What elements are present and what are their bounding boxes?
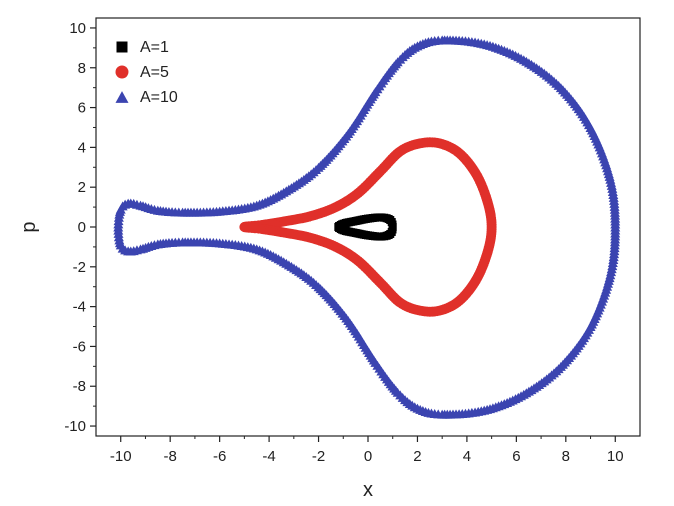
series-a-1	[334, 213, 397, 241]
legend-marker	[115, 91, 129, 103]
x-tick-label: 10	[607, 448, 624, 465]
legend-item: A=10	[115, 89, 178, 106]
data-point	[486, 224, 497, 235]
y-tick-label: 2	[78, 179, 86, 196]
x-tick-label: -6	[213, 448, 226, 465]
y-tick-label: -6	[73, 338, 86, 355]
y-tick-label: -8	[73, 378, 86, 395]
x-tick-label: 6	[512, 448, 520, 465]
y-axis-label: p	[18, 221, 40, 232]
y-tick-label: 0	[78, 219, 86, 236]
y-tick-label: -2	[73, 259, 86, 276]
x-tick-label: 4	[463, 448, 471, 465]
x-tick-label: 2	[413, 448, 421, 465]
legend-label: A=1	[140, 39, 169, 56]
ticks-layer: -10 -8 -6 -4 -2 0 2 4 6 8 10 -10 -8 -6 -4 -2 0 2 4 6 8 10	[64, 20, 623, 465]
series-a-10	[113, 35, 621, 419]
x-tick-label: -4	[262, 448, 275, 465]
x-tick-label: -10	[110, 448, 132, 465]
y-tick-label: 4	[78, 139, 86, 156]
legend-label: A=10	[140, 89, 178, 106]
legend-marker	[115, 65, 129, 79]
x-axis-label: x	[363, 479, 373, 501]
y-tick-label: -4	[73, 299, 86, 316]
data-point	[610, 225, 621, 235]
legend-item: A=5	[115, 64, 169, 81]
legend-item: A=1	[116, 39, 169, 56]
series-a-5	[239, 137, 497, 317]
data-point	[388, 225, 397, 234]
x-tick-label: -2	[312, 448, 325, 465]
x-tick-label: -8	[164, 448, 177, 465]
y-tick-label: 6	[78, 100, 86, 117]
y-tick-label: 8	[78, 60, 86, 77]
legend-label: A=5	[140, 64, 169, 81]
legend: A=1 A=5 A=10	[115, 39, 178, 106]
y-tick-label: 10	[69, 20, 86, 37]
x-tick-label: 0	[364, 448, 372, 465]
legend-marker	[116, 41, 128, 53]
x-tick-label: 8	[562, 448, 570, 465]
y-tick-label: -10	[64, 418, 86, 435]
series-layer	[113, 35, 621, 419]
